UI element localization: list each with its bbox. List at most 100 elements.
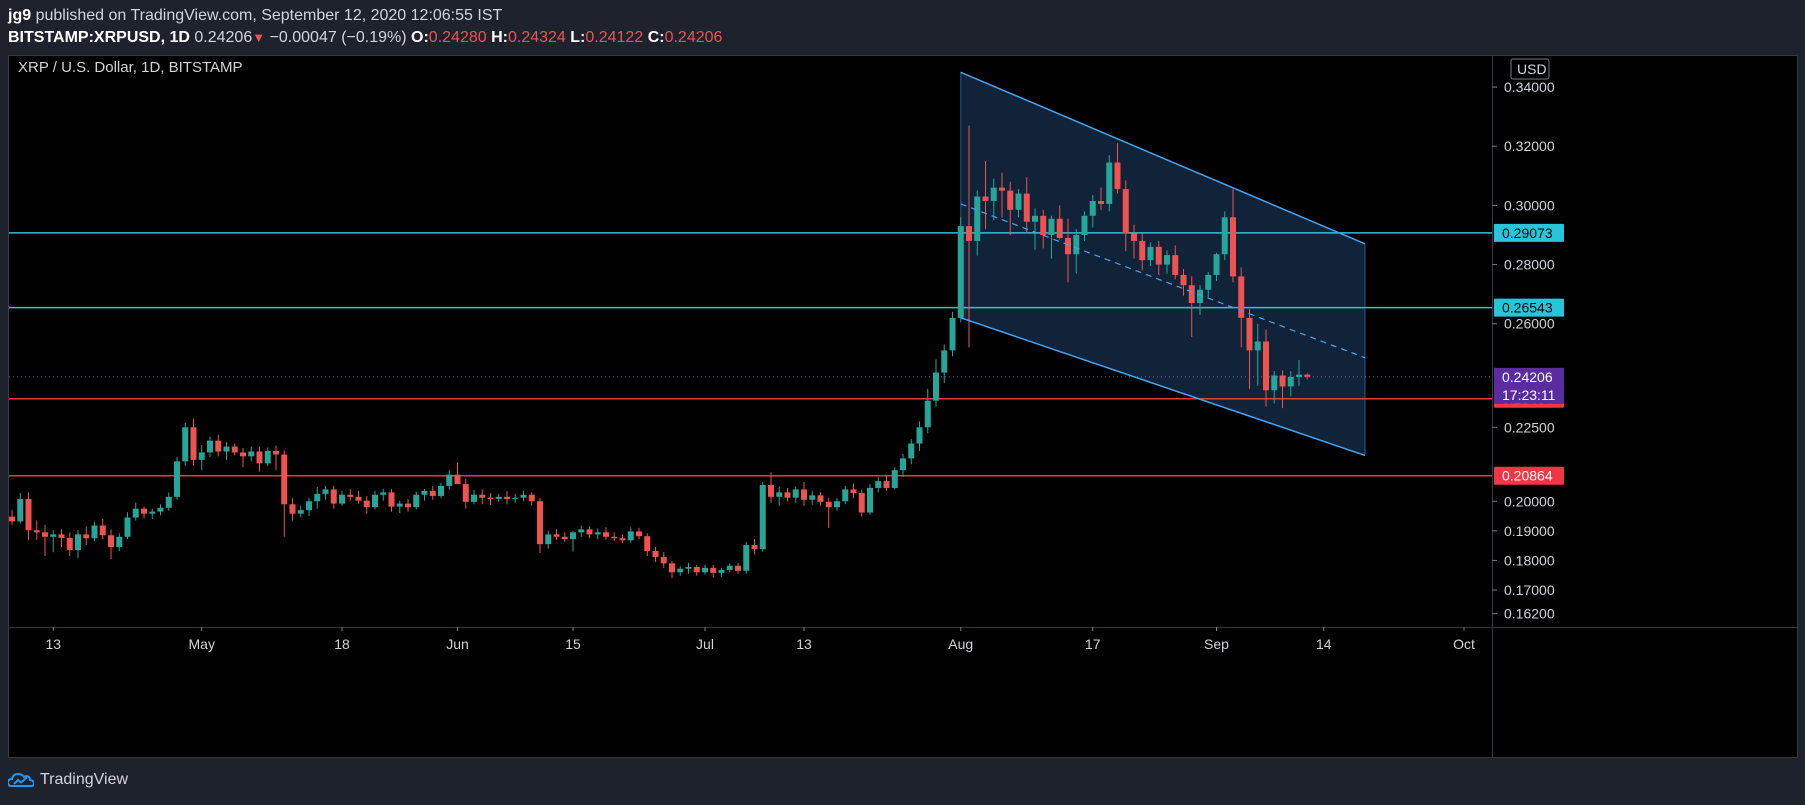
- candle-body: [1073, 234, 1080, 255]
- candle-body: [1287, 377, 1294, 387]
- candle-body: [1139, 240, 1146, 261]
- y-tick-label: 0.28000: [1504, 257, 1555, 273]
- x-tick-label: Sep: [1204, 636, 1229, 652]
- level-label-bg-1: [1494, 298, 1564, 317]
- candle-body: [264, 450, 271, 464]
- candle-body: [669, 563, 675, 573]
- y-tick-label: 0.30000: [1504, 197, 1555, 213]
- candle-body: [207, 440, 213, 453]
- candle-body: [611, 536, 618, 539]
- candle-body: [9, 516, 15, 522]
- candle-body: [1048, 218, 1055, 235]
- x-tick-label: Jun: [446, 636, 469, 652]
- candle-body: [421, 490, 428, 495]
- candle-body: [751, 545, 758, 550]
- candle-body: [924, 400, 931, 428]
- candle-body: [561, 536, 568, 540]
- tradingview-logo[interactable]: TradingView: [8, 771, 128, 789]
- candle-body: [42, 532, 48, 537]
- candle-body: [17, 498, 24, 522]
- candle-body: [1106, 162, 1113, 204]
- candle-body: [306, 501, 312, 511]
- candle-body: [495, 496, 502, 499]
- candle-body: [380, 492, 387, 495]
- open-label: O:: [411, 29, 429, 46]
- candle-body: [603, 532, 609, 537]
- candle-body: [149, 511, 156, 514]
- candle-body: [33, 530, 40, 533]
- candle-body: [974, 196, 981, 241]
- candle-body: [297, 510, 304, 514]
- candle-body: [314, 493, 321, 502]
- candle-body: [1131, 233, 1137, 241]
- candle-body: [891, 470, 898, 488]
- candle-body: [743, 545, 750, 571]
- x-tick-label: 18: [334, 636, 350, 652]
- candle-body: [553, 534, 560, 537]
- last-price-label-bg: [1494, 367, 1564, 404]
- candle-body: [710, 567, 717, 573]
- cloud-logo-icon: [8, 772, 34, 787]
- chart-area[interactable]: 0.34000 0.32000 0.30000 0.28000 0.26000 0.225…: [8, 55, 1799, 759]
- candle-body: [372, 494, 378, 508]
- candle-body: [652, 550, 659, 557]
- candle-body: [273, 450, 279, 455]
- x-tick-label: 13: [796, 636, 812, 652]
- candle-body: [1032, 215, 1038, 222]
- candle-body: [174, 461, 180, 497]
- y-tick-label: 0.34000: [1504, 79, 1555, 95]
- candle-body: [842, 489, 849, 502]
- candle-body: [1197, 289, 1203, 304]
- level-label-bg-0: [1494, 223, 1564, 242]
- level-label-0: 0.29073: [1502, 225, 1553, 241]
- candle-body: [413, 494, 420, 508]
- candle-body: [644, 536, 651, 551]
- level-label-1: 0.26543: [1502, 300, 1553, 316]
- candle-body: [504, 496, 510, 499]
- y-tick-label: 0.22500: [1504, 419, 1555, 435]
- currency-badge-label: USD: [1517, 61, 1547, 77]
- candle-body: [165, 496, 172, 508]
- candle-body: [215, 440, 222, 452]
- candlestick-chart[interactable]: 0.34000 0.32000 0.30000 0.28000 0.26000 0.225…: [9, 56, 1799, 759]
- candle-body: [1023, 193, 1030, 222]
- candle-body: [83, 534, 90, 539]
- candle-body: [240, 452, 246, 457]
- candle-body: [718, 569, 725, 573]
- candle-body: [1213, 254, 1220, 275]
- low-value: 0.24122: [585, 29, 644, 46]
- published-text: published on TradingView.com, September …: [35, 7, 503, 24]
- symbol-label: BITSTAMP:XRPUSD, 1D: [8, 29, 190, 46]
- candle-body: [339, 494, 345, 504]
- close-label: C:: [647, 29, 665, 46]
- candle-body: [875, 481, 882, 488]
- channel-fill: [960, 72, 1365, 456]
- candle-body: [957, 226, 964, 318]
- candle-body: [990, 187, 997, 201]
- price-change: −0.00047 (−0.19%): [269, 29, 407, 46]
- candle-body: [124, 517, 131, 537]
- candle-body: [1089, 200, 1096, 216]
- y-tick-label: 0.26000: [1504, 316, 1555, 332]
- candle-body: [330, 489, 337, 504]
- y-tick-label: 0.32000: [1504, 138, 1555, 154]
- down-triangle-icon: ▼: [252, 30, 266, 45]
- candle-body: [999, 187, 1005, 191]
- x-tick-label: Aug: [948, 636, 973, 652]
- candle-body: [834, 501, 840, 508]
- candle-body: [454, 474, 461, 485]
- author-name[interactable]: jg9: [8, 7, 32, 24]
- last-price: 0.24206: [194, 29, 253, 46]
- tradingview-brand: TradingView: [40, 771, 129, 788]
- candle-body: [446, 474, 453, 486]
- candle-body: [594, 532, 601, 535]
- candle-body: [1238, 276, 1245, 318]
- candle-body: [1205, 274, 1212, 290]
- candle-body: [850, 489, 857, 493]
- candle-body: [25, 498, 32, 531]
- candle-body: [132, 508, 139, 518]
- candle-body: [966, 226, 972, 241]
- candle-body: [1180, 274, 1187, 286]
- candle-body: [759, 484, 766, 550]
- candle-body: [256, 451, 263, 464]
